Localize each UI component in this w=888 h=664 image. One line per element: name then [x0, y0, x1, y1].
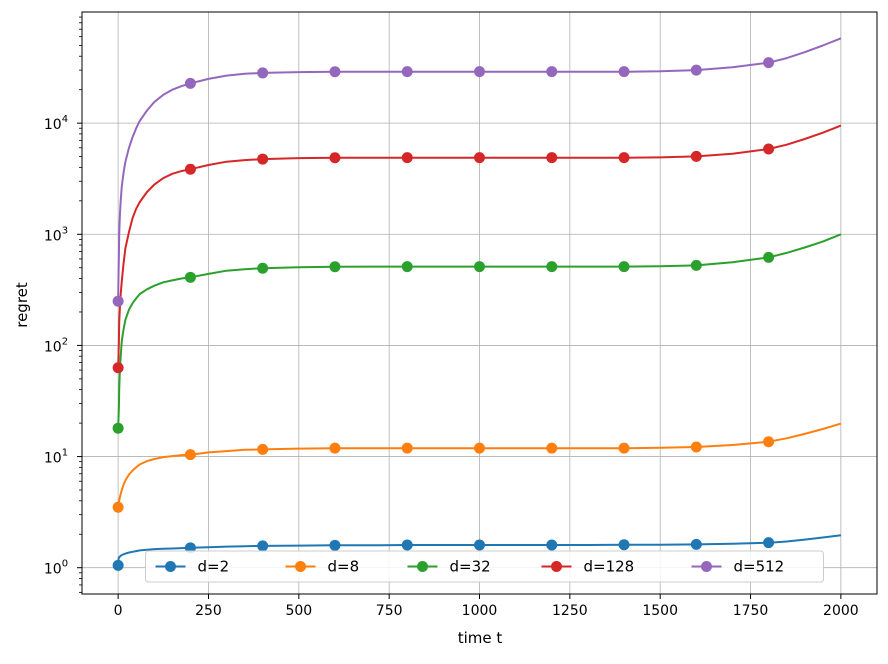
legend-marker [551, 561, 562, 572]
legend-label: d=512 [734, 558, 785, 576]
x-axis-label: time t [458, 629, 503, 647]
legend-marker [165, 561, 176, 572]
legend-label: d=32 [450, 558, 491, 576]
series-point-d=512 [546, 66, 558, 78]
series-point-d=128 [474, 152, 485, 164]
series-point-d=32 [184, 271, 196, 283]
legend-label: d=2 [198, 558, 230, 576]
series-point-d=512 [763, 57, 775, 69]
x-tick-label: 1250 [552, 603, 588, 619]
series-d=512 [112, 37, 842, 307]
x-tick-label: 2000 [823, 603, 859, 619]
series-line-d=2 [117, 534, 842, 566]
series-point-d=2 [474, 539, 485, 551]
series-point-d=512 [618, 66, 630, 78]
series-point-d=8 [690, 441, 702, 453]
series-point-d=32 [763, 251, 775, 263]
series-point-d=128 [618, 152, 630, 164]
series-point-d=8 [112, 501, 124, 513]
legend: d=2 d=8 d=32 d=128 d=512 [145, 550, 824, 583]
series-point-d=32 [546, 261, 558, 273]
x-tick-label: 1750 [733, 603, 769, 619]
x-tick-label: 1000 [462, 603, 498, 619]
y-tick-label: 102 [44, 336, 68, 355]
series-layer [112, 37, 842, 571]
series-point-d=128 [257, 153, 269, 165]
legend-item: d=2 [155, 558, 230, 576]
series-point-d=2 [112, 559, 124, 571]
legend-item: d=32 [407, 558, 491, 576]
series-point-d=8 [401, 442, 413, 454]
series-point-d=512 [474, 66, 485, 78]
series-point-d=2 [257, 540, 269, 552]
series-point-d=8 [618, 442, 630, 454]
series-point-d=512 [690, 64, 702, 76]
y-tick-label: 101 [44, 448, 68, 467]
series-point-d=128 [112, 362, 124, 374]
series-d=2 [112, 534, 842, 571]
x-tick-label: 250 [195, 603, 222, 619]
legend-marker [701, 561, 712, 572]
series-point-d=2 [329, 539, 341, 551]
series-line-d=32 [117, 233, 842, 429]
series-point-d=2 [763, 537, 775, 549]
series-point-d=128 [546, 152, 558, 164]
series-point-d=2 [690, 538, 702, 550]
y-axis-label: regret [13, 282, 31, 328]
y-tick-label: 100 [44, 559, 68, 578]
y-tick-label: 103 [44, 225, 68, 244]
x-axis: 0 250 500 750 1000 1250 1500 1750 2000 [114, 594, 859, 619]
series-line-d=8 [117, 422, 842, 508]
x-tick-label: 750 [376, 603, 403, 619]
series-point-d=512 [112, 295, 124, 307]
series-point-d=32 [618, 261, 630, 273]
series-point-d=8 [763, 436, 775, 448]
series-point-d=32 [474, 261, 485, 273]
series-line-d=128 [117, 124, 842, 368]
series-point-d=512 [184, 77, 196, 89]
y-tick-label: 104 [44, 114, 68, 133]
series-point-d=2 [546, 539, 558, 551]
legend-item: d=512 [691, 558, 785, 576]
series-point-d=128 [763, 143, 775, 155]
series-point-d=128 [184, 163, 196, 175]
legend-label: d=8 [328, 558, 360, 576]
series-point-d=32 [112, 422, 124, 434]
series-point-d=128 [690, 150, 702, 162]
series-point-d=512 [401, 66, 413, 78]
x-tick-label: 0 [114, 603, 123, 619]
series-line-d=512 [117, 37, 842, 302]
legend-item: d=128 [541, 558, 635, 576]
series-point-d=8 [546, 442, 558, 454]
x-tick-label: 1500 [642, 603, 678, 619]
series-point-d=8 [257, 443, 269, 455]
series-point-d=8 [184, 449, 196, 461]
legend-marker [417, 561, 428, 572]
legend-item: d=8 [285, 558, 360, 576]
series-point-d=32 [257, 262, 269, 274]
y-axis: 100 101 102 103 104 [44, 16, 82, 593]
series-point-d=32 [690, 259, 702, 271]
series-d=32 [112, 233, 842, 434]
series-point-d=2 [618, 539, 630, 551]
x-tick-label: 500 [285, 603, 312, 619]
series-point-d=2 [401, 539, 413, 551]
series-point-d=8 [474, 442, 485, 454]
series-d=8 [112, 422, 842, 513]
series-point-d=32 [401, 261, 413, 273]
legend-box [145, 550, 824, 583]
series-point-d=512 [329, 66, 341, 78]
series-point-d=32 [329, 261, 341, 273]
series-point-d=512 [257, 67, 269, 79]
legend-marker [295, 561, 306, 572]
series-point-d=8 [329, 442, 341, 454]
legend-label: d=128 [584, 558, 635, 576]
series-point-d=128 [329, 152, 341, 164]
series-point-d=128 [401, 152, 413, 164]
series-d=128 [112, 124, 842, 374]
